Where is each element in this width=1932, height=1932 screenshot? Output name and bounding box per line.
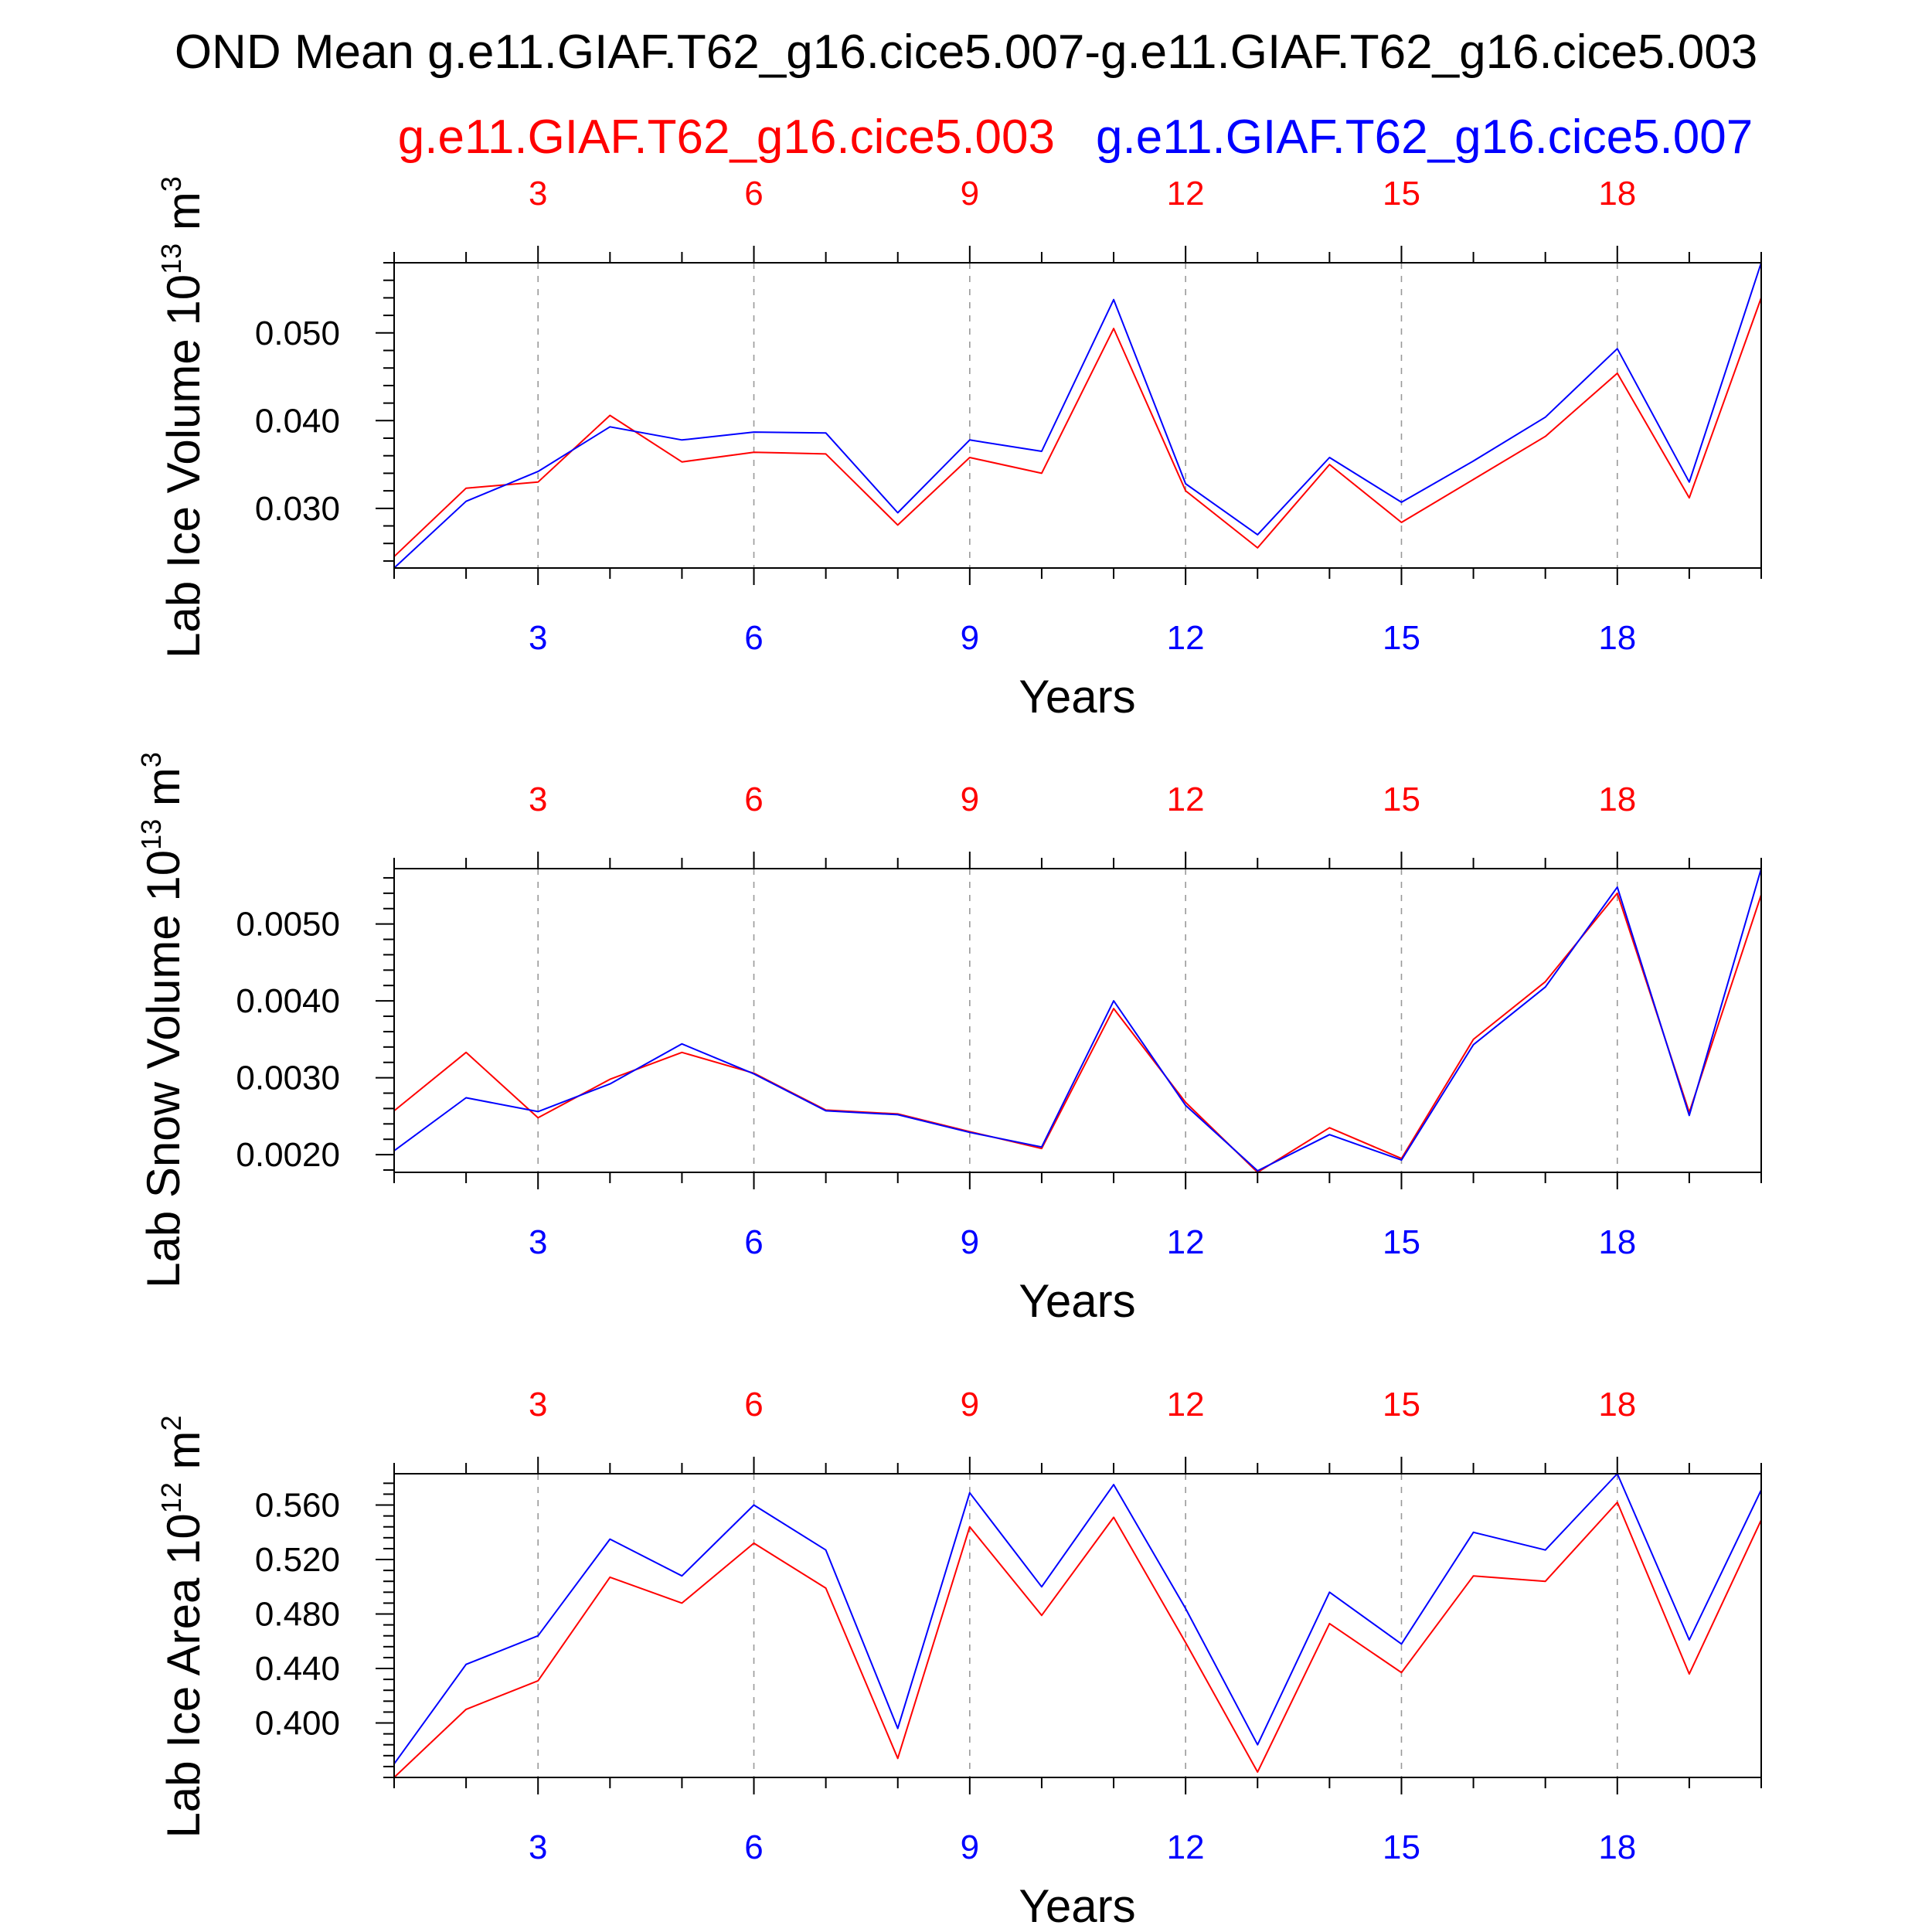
x-axis-label: Years [1019, 1275, 1135, 1327]
chart-panel-2: 0.0020 0.0030 0.0040 0.0050 3 3 6 6 9 9 12 12 15 15 18… [135, 752, 1762, 1327]
y-axis-label-superscript: 3 [135, 752, 167, 767]
x-tick-label-top: 12 [1167, 781, 1205, 818]
y-axis-label-superscript: 13 [135, 819, 167, 850]
legend-label-cice5-007: g.e11.GIAF.T62_g16.cice5.007 [1096, 111, 1753, 164]
y-tick-label: 0.520 [255, 1541, 340, 1579]
y-axis-label-text: m [158, 1431, 209, 1483]
y-tick-label: 0.0040 [236, 982, 340, 1020]
y-axis-label-superscript: 2 [155, 1415, 187, 1430]
y-axis-label: Lab Ice Volume 1013 m3 [155, 176, 209, 658]
x-tick-label-top: 15 [1383, 781, 1420, 818]
x-tick-label-top: 12 [1167, 175, 1205, 213]
series-line-cice5-003 [393, 298, 1762, 557]
y-tick-label: 0.040 [255, 402, 340, 440]
y-tick-label: 0.400 [255, 1705, 340, 1743]
legend-label-cice5-003: g.e11.GIAF.T62_g16.cice5.003 [398, 111, 1055, 164]
x-tick-label-bottom: 3 [529, 1223, 547, 1261]
y-tick-label: 0.030 [255, 490, 340, 528]
x-tick-label-top: 15 [1383, 175, 1420, 213]
x-axis-label: Years [1019, 671, 1135, 723]
series-line-cice5-007 [393, 1473, 1762, 1764]
x-tick-label-top: 3 [529, 1386, 547, 1423]
y-tick-label: 0.0020 [236, 1136, 340, 1174]
y-tick-label: 0.0050 [236, 906, 340, 944]
plot-frame [393, 1473, 1762, 1778]
x-tick-label-bottom: 6 [744, 1223, 763, 1261]
x-tick-label-bottom: 12 [1167, 619, 1205, 657]
y-axis-label-superscript: 12 [155, 1482, 187, 1513]
x-tick-label-bottom: 3 [529, 1828, 547, 1866]
x-tick-label-bottom: 6 [744, 1828, 763, 1866]
y-axis-label-superscript: 3 [155, 176, 187, 192]
x-tick-label-bottom: 6 [744, 619, 763, 657]
series-line-cice5-007 [393, 262, 1762, 569]
x-tick-label-bottom: 9 [961, 1828, 979, 1866]
x-tick-label-top: 9 [961, 781, 979, 818]
x-tick-label-top: 9 [961, 175, 979, 213]
x-tick-label-top: 18 [1598, 1386, 1636, 1423]
x-tick-label-top: 6 [744, 1386, 763, 1423]
x-tick-label-bottom: 15 [1383, 619, 1420, 657]
x-tick-label-bottom: 12 [1167, 1828, 1205, 1866]
y-axis-label: Lab Snow Volume 1013 m3 [135, 752, 189, 1288]
x-axis-label: Years [1019, 1880, 1135, 1932]
y-axis-label-text: Lab Ice Volume 10 [158, 274, 209, 658]
x-tick-label-top: 18 [1598, 781, 1636, 818]
x-tick-label-bottom: 12 [1167, 1223, 1205, 1261]
series-line-cice5-007 [393, 868, 1762, 1172]
y-axis-label-superscript: 13 [155, 243, 187, 274]
x-tick-label-bottom: 15 [1383, 1828, 1420, 1866]
x-tick-label-top: 15 [1383, 1386, 1420, 1423]
y-tick-label: 0.560 [255, 1487, 340, 1525]
plot-frame [393, 262, 1762, 569]
x-tick-label-top: 3 [529, 781, 547, 818]
x-tick-label-bottom: 15 [1383, 1223, 1420, 1261]
y-axis-label-text: m [158, 192, 209, 243]
x-tick-label-top: 6 [744, 175, 763, 213]
chart-panel-3: 0.400 0.440 0.480 0.520 0.560 3 3 6 6 9 9 12 12 15 15 1… [155, 1386, 1762, 1932]
plot-frame [393, 868, 1762, 1173]
y-axis-label-text: m [138, 767, 189, 819]
x-tick-label-bottom: 9 [961, 1223, 979, 1261]
y-tick-label: 0.440 [255, 1650, 340, 1688]
x-tick-label-top: 6 [744, 781, 763, 818]
y-tick-label: 0.0030 [236, 1060, 340, 1097]
x-tick-label-bottom: 9 [961, 619, 979, 657]
x-tick-label-top: 9 [961, 1386, 979, 1423]
chart-panels: 0.030 0.040 0.050 3 3 6 6 9 9 12 12 15 15 18 18 Years La… [135, 175, 1762, 1932]
series-line-cice5-003 [393, 1502, 1762, 1778]
figure-title: OND Mean g.e11.GIAF.T62_g16.cice5.007-g.… [175, 26, 1757, 79]
y-axis-label-text: Lab Ice Area 10 [158, 1513, 209, 1838]
y-tick-label: 0.480 [255, 1596, 340, 1634]
y-axis-label: Lab Ice Area 1012 m2 [155, 1415, 209, 1838]
x-tick-label-bottom: 3 [529, 619, 547, 657]
x-tick-label-top: 12 [1167, 1386, 1205, 1423]
chart-panel-1: 0.030 0.040 0.050 3 3 6 6 9 9 12 12 15 15 18 18 Years La… [155, 175, 1762, 723]
x-tick-label-top: 18 [1598, 175, 1636, 213]
y-tick-label: 0.050 [255, 315, 340, 352]
y-axis-label-text: Lab Snow Volume 10 [138, 850, 189, 1288]
x-tick-label-bottom: 18 [1598, 1223, 1636, 1261]
x-tick-label-bottom: 18 [1598, 619, 1636, 657]
series-line-cice5-003 [393, 892, 1762, 1173]
x-tick-label-bottom: 18 [1598, 1828, 1636, 1866]
x-tick-label-top: 3 [529, 175, 547, 213]
